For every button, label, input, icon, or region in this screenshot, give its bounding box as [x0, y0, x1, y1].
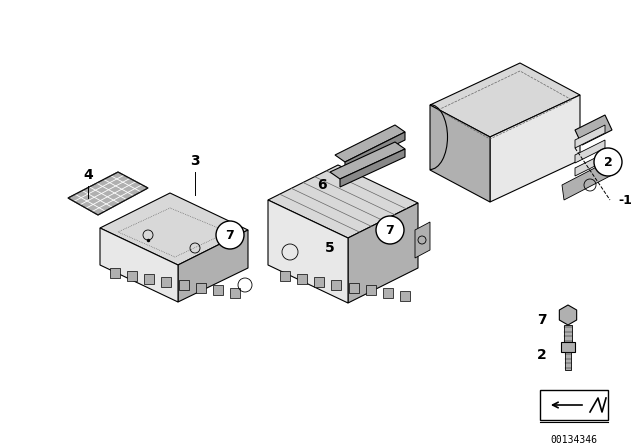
Polygon shape: [559, 305, 577, 325]
Polygon shape: [400, 291, 410, 302]
Polygon shape: [330, 142, 405, 179]
Circle shape: [216, 221, 244, 249]
Polygon shape: [575, 125, 605, 148]
Text: 6: 6: [317, 178, 327, 192]
Text: 5: 5: [325, 241, 335, 255]
Polygon shape: [365, 285, 376, 296]
FancyBboxPatch shape: [540, 390, 608, 420]
Polygon shape: [178, 230, 248, 302]
Polygon shape: [68, 172, 148, 215]
Polygon shape: [430, 63, 580, 137]
Polygon shape: [349, 283, 358, 293]
Text: 2: 2: [537, 348, 547, 362]
Polygon shape: [340, 149, 405, 187]
Polygon shape: [100, 193, 248, 265]
Polygon shape: [144, 274, 154, 284]
Polygon shape: [230, 289, 240, 298]
Polygon shape: [100, 228, 178, 302]
Text: -1: -1: [618, 194, 632, 207]
Polygon shape: [196, 283, 205, 293]
Text: 2: 2: [604, 155, 612, 168]
Text: 7: 7: [226, 228, 234, 241]
Polygon shape: [575, 153, 605, 176]
Polygon shape: [490, 95, 580, 202]
Circle shape: [376, 216, 404, 244]
Polygon shape: [348, 203, 418, 303]
Polygon shape: [561, 342, 575, 352]
Polygon shape: [415, 222, 430, 258]
Text: 4: 4: [83, 168, 93, 182]
Text: 7: 7: [386, 224, 394, 237]
Polygon shape: [345, 132, 405, 170]
Polygon shape: [575, 140, 605, 163]
Polygon shape: [383, 289, 393, 298]
Polygon shape: [575, 115, 612, 145]
Polygon shape: [213, 285, 223, 296]
Polygon shape: [268, 200, 348, 303]
Circle shape: [594, 148, 622, 176]
Polygon shape: [179, 280, 189, 290]
Polygon shape: [562, 160, 612, 200]
Polygon shape: [280, 271, 290, 281]
Polygon shape: [335, 125, 405, 162]
Text: 00134346: 00134346: [550, 435, 598, 445]
Polygon shape: [565, 352, 571, 370]
Text: 7: 7: [537, 313, 547, 327]
Polygon shape: [430, 105, 490, 202]
Polygon shape: [564, 325, 572, 343]
Polygon shape: [110, 268, 120, 278]
Polygon shape: [297, 274, 307, 284]
Polygon shape: [332, 280, 341, 290]
Text: 3: 3: [190, 154, 200, 168]
Polygon shape: [127, 271, 137, 281]
Polygon shape: [161, 277, 172, 287]
Polygon shape: [314, 277, 324, 287]
Polygon shape: [268, 165, 418, 238]
